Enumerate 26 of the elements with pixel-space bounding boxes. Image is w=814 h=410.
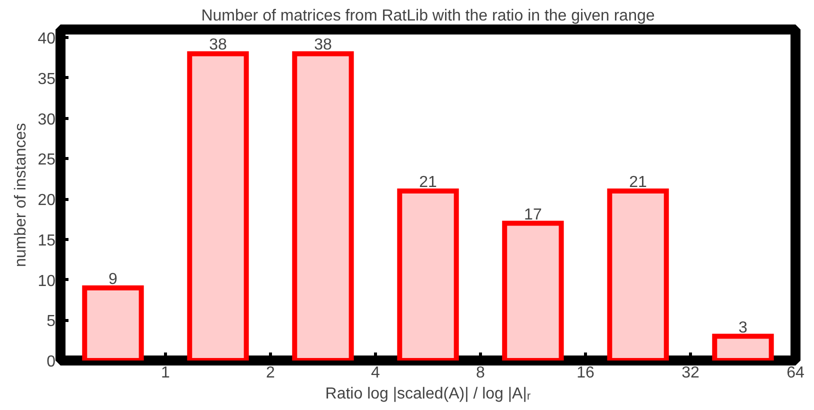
y-tick-label: 25 bbox=[38, 152, 56, 169]
chart-title: Number of matrices from RatLib with the ratio in the given range bbox=[201, 8, 655, 24]
y-axis-title: number of instances bbox=[12, 122, 30, 268]
x-tick-label: 32 bbox=[682, 364, 700, 382]
data-label: 38 bbox=[314, 36, 332, 54]
y-tick-label: 15 bbox=[38, 232, 56, 250]
y-tick-label: 35 bbox=[38, 70, 56, 88]
data-label: 21 bbox=[629, 174, 648, 191]
y-tick-label: 40 bbox=[38, 30, 56, 48]
y-tick-label: 20 bbox=[38, 192, 56, 210]
x-tick-label: 4 bbox=[371, 364, 380, 382]
x-tick-label: 2 bbox=[266, 364, 276, 382]
data-label: 17 bbox=[524, 206, 542, 224]
x-tick-label: 8 bbox=[476, 364, 486, 382]
y-tick-label: 0 bbox=[46, 354, 56, 370]
x-tick-label: 64 bbox=[786, 364, 804, 382]
x-tick-label: 1 bbox=[161, 364, 170, 382]
y-tick-label: 5 bbox=[46, 313, 56, 330]
x-tick-label: 16 bbox=[576, 364, 594, 382]
data-label: 21 bbox=[419, 174, 438, 191]
data-label: 38 bbox=[209, 36, 227, 54]
y-tick-label: 10 bbox=[38, 272, 56, 290]
x-axis-title: Ratio log |scaled(A)| / log |A|ᵣ bbox=[325, 386, 531, 402]
data-label: 9 bbox=[108, 270, 118, 288]
data-label: 3 bbox=[738, 319, 748, 336]
y-tick-label: 30 bbox=[38, 111, 56, 128]
